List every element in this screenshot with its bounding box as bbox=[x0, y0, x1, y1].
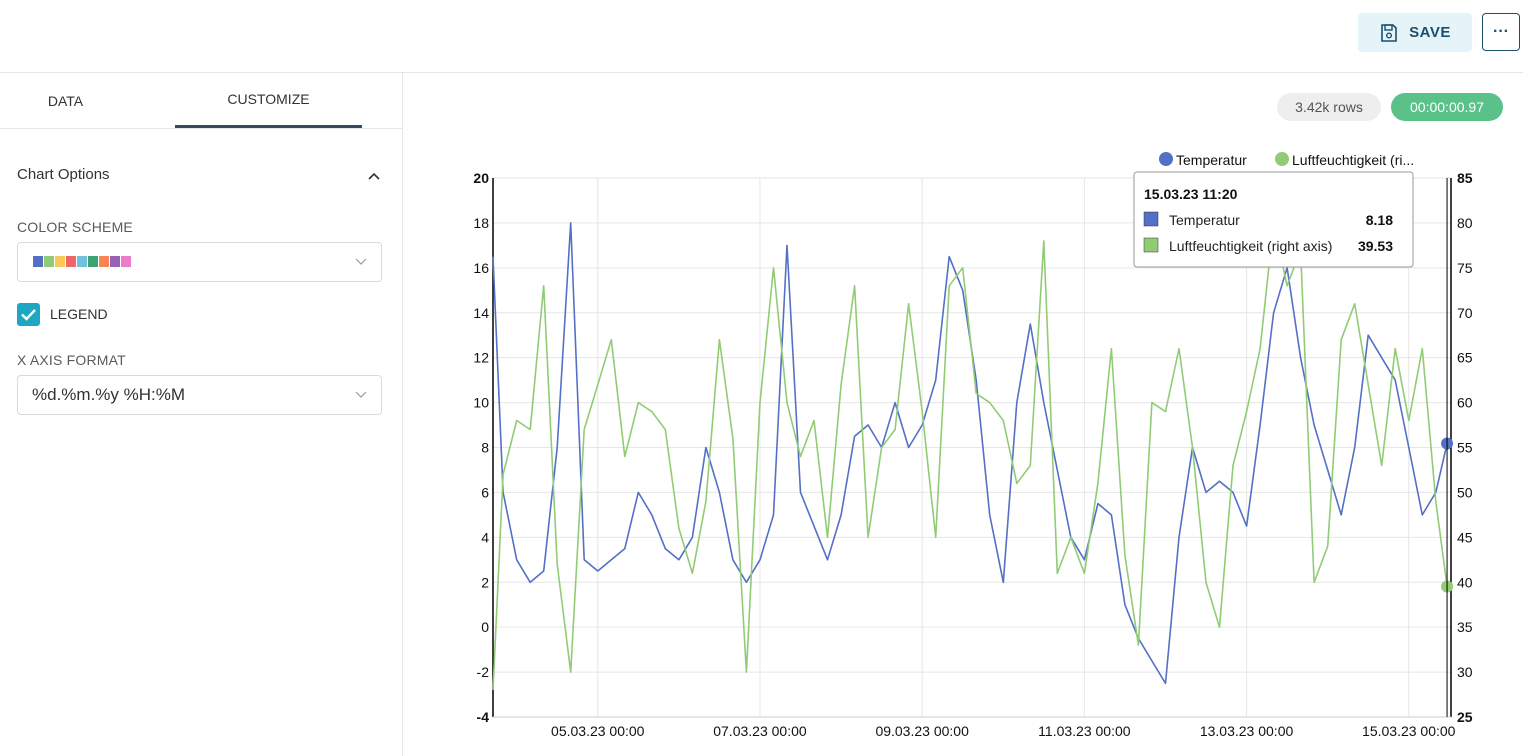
y-tick-label-left: 4 bbox=[481, 529, 489, 545]
color-scheme-label: COLOR SCHEME bbox=[17, 219, 133, 235]
series-line-temperature bbox=[492, 222, 1448, 685]
chart-options-title: Chart Options bbox=[17, 166, 110, 183]
tooltip-title: 15.03.23 11:20 bbox=[1144, 186, 1238, 202]
panel-tabs: DATA CUSTOMIZE bbox=[0, 73, 402, 129]
y-tick-label-right: 85 bbox=[1457, 170, 1473, 186]
checkmark-icon bbox=[21, 309, 36, 321]
save-button[interactable]: SAVE bbox=[1358, 13, 1472, 52]
y-tick-label-left: -4 bbox=[477, 709, 490, 725]
y-tick-label-right: 40 bbox=[1457, 574, 1473, 590]
tooltip-label: Luftfeuchtigkeit (right axis) bbox=[1169, 238, 1332, 254]
color-swatch bbox=[99, 256, 109, 267]
save-button-label: SAVE bbox=[1409, 24, 1451, 41]
color-scheme-swatches bbox=[33, 256, 131, 267]
options-panel: DATA CUSTOMIZE Chart Options COLOR SCHEM… bbox=[0, 73, 403, 756]
y-tick-label-right: 55 bbox=[1457, 440, 1473, 456]
y-tick-label-left: 18 bbox=[473, 215, 489, 231]
legend-label: Luftfeuchtigkeit (ri... bbox=[1292, 152, 1414, 168]
y-tick-label-right: 30 bbox=[1457, 664, 1473, 680]
series-line-humidity bbox=[492, 222, 1448, 691]
color-swatch bbox=[55, 256, 65, 267]
x-tick-label: 15.03.23 00:00 bbox=[1362, 723, 1456, 739]
y-tick-label-right: 45 bbox=[1457, 529, 1473, 545]
y-tick-label-left: 0 bbox=[481, 619, 489, 635]
tooltip-box bbox=[1133, 171, 1414, 268]
tooltip-value: 39.53 bbox=[1358, 238, 1393, 254]
color-swatch bbox=[33, 256, 43, 267]
tooltip-value: 8.18 bbox=[1366, 212, 1393, 228]
tooltip-label: Temperatur bbox=[1169, 212, 1240, 228]
legend-marker bbox=[1275, 152, 1289, 166]
color-swatch bbox=[110, 256, 120, 267]
tooltip-swatch bbox=[1143, 237, 1159, 253]
x-axis-format-value: %d.%m.%y %H:%M bbox=[32, 385, 186, 404]
y-tick-label-left: 10 bbox=[473, 395, 489, 411]
legend-checkbox[interactable] bbox=[17, 303, 40, 326]
x-tick-label: 09.03.23 00:00 bbox=[875, 723, 969, 739]
chevron-down-icon bbox=[355, 258, 367, 265]
color-swatch bbox=[77, 256, 87, 267]
legend-label: Temperatur bbox=[1176, 152, 1247, 168]
tab-data[interactable]: DATA bbox=[47, 92, 84, 109]
tab-customize[interactable]: CUSTOMIZE bbox=[175, 73, 362, 128]
y-tick-label-left: 12 bbox=[473, 350, 489, 366]
color-swatch bbox=[66, 256, 76, 267]
y-tick-label-right: 60 bbox=[1457, 395, 1473, 411]
x-tick-label: 11.03.23 00:00 bbox=[1038, 723, 1131, 739]
color-scheme-select[interactable] bbox=[17, 242, 382, 282]
legend-checkbox-label: LEGEND bbox=[50, 306, 108, 322]
x-axis-format-label: X AXIS FORMAT bbox=[17, 352, 126, 368]
x-tick-label: 07.03.23 00:00 bbox=[713, 723, 807, 739]
query-duration-badge: 00:00:00.97 bbox=[1391, 93, 1503, 121]
color-swatch bbox=[121, 256, 131, 267]
color-swatch bbox=[88, 256, 98, 267]
line-chart[interactable]: -4 -2 0 2 4 6 8 10 12 14 16 18 20 25 30 35 40 45 50 55 60 65 7… bbox=[403, 135, 1523, 756]
y-tick-label-right: 75 bbox=[1457, 260, 1473, 276]
more-icon: ··· bbox=[1493, 23, 1509, 40]
y-tick-label-left: 20 bbox=[473, 170, 489, 186]
y-tick-label-right: 35 bbox=[1457, 619, 1473, 635]
y-tick-label-right: 80 bbox=[1457, 215, 1473, 231]
y-tick-label-left: 2 bbox=[481, 574, 489, 590]
top-bar: SAVE ··· bbox=[0, 0, 1523, 73]
y-tick-label-left: 8 bbox=[481, 440, 489, 456]
y-tick-label-right: 50 bbox=[1457, 484, 1473, 500]
y-tick-label-left: 14 bbox=[473, 305, 489, 321]
y-tick-label-right: 25 bbox=[1457, 709, 1473, 725]
x-axis-format-select[interactable]: %d.%m.%y %H:%M bbox=[17, 375, 382, 415]
tooltip-swatch bbox=[1143, 211, 1159, 227]
chevron-down-icon bbox=[355, 391, 367, 398]
x-tick-label: 05.03.23 00:00 bbox=[551, 723, 645, 739]
y-tick-label-left: -2 bbox=[477, 664, 490, 680]
y-tick-label-right: 65 bbox=[1457, 350, 1473, 366]
y-tick-label-right: 70 bbox=[1457, 305, 1473, 321]
y-tick-label-left: 6 bbox=[481, 484, 489, 500]
save-icon bbox=[1381, 23, 1397, 42]
legend-marker bbox=[1159, 152, 1173, 166]
more-options-button[interactable]: ··· bbox=[1482, 13, 1520, 51]
chevron-up-icon[interactable] bbox=[366, 169, 382, 183]
y-tick-label-left: 16 bbox=[473, 260, 489, 276]
x-tick-label: 13.03.23 00:00 bbox=[1200, 723, 1294, 739]
color-swatch bbox=[44, 256, 54, 267]
row-count-badge: 3.42k rows bbox=[1277, 93, 1381, 121]
